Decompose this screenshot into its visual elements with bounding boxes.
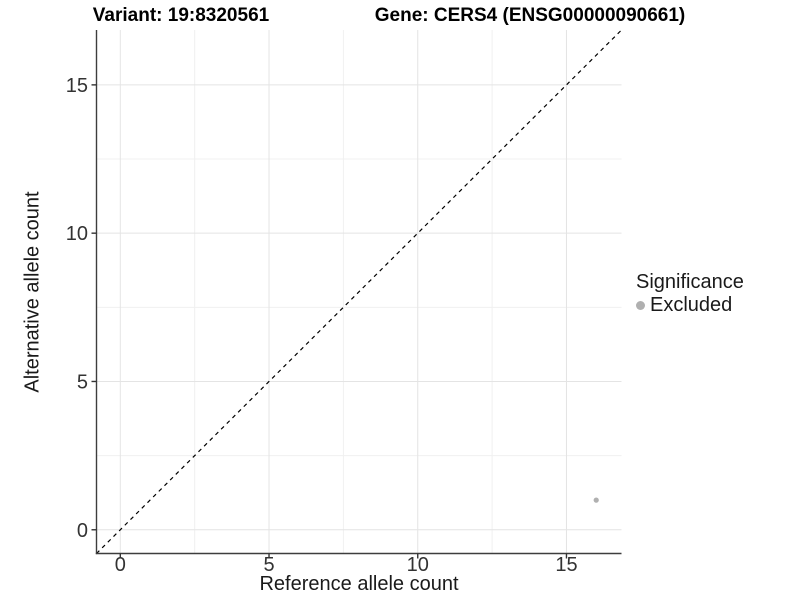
legend-item-label: Excluded [650,294,733,316]
y-tick-label: 5 [77,371,88,393]
legend: Significance Excluded [636,271,744,317]
data-point-excluded [593,497,599,503]
y-tick-label: 15 [66,75,88,97]
y-tick-label: 0 [77,520,88,542]
y-axis-title: Alternative allele count [21,191,44,393]
x-tick-label: 5 [263,554,274,576]
plot-title-variant: Variant: 19:8320561 [92,5,270,26]
x-tick-label: 15 [555,554,577,576]
identity-dashed-line [96,29,622,554]
x-axis-title: Reference allele count [259,573,459,595]
circle-marker-icon [636,301,645,310]
x-tick-label: 10 [407,554,429,576]
legend-title: Significance [636,271,744,293]
plot-title-gene: Gene: CERS4 (ENSG00000090661) [374,5,686,26]
legend-item-excluded: Excluded [636,294,744,317]
x-tick-label: 0 [115,554,126,576]
y-tick-label: 10 [66,223,88,245]
